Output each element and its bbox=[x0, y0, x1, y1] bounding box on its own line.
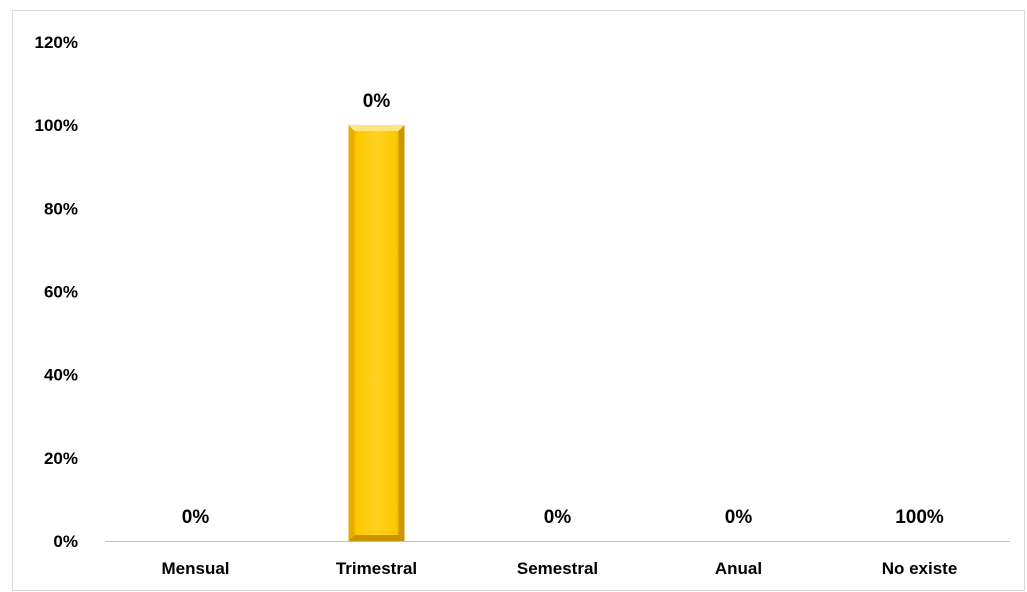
x-category-label: Trimestral bbox=[336, 559, 417, 578]
bars-group bbox=[348, 125, 405, 542]
y-tick-label: 20% bbox=[44, 449, 78, 468]
bar bbox=[348, 125, 405, 542]
data-label: 0% bbox=[544, 507, 572, 528]
y-tick-label: 60% bbox=[44, 283, 78, 302]
x-category-label: Anual bbox=[715, 559, 762, 578]
data-label: 0% bbox=[363, 91, 391, 112]
data-label: 0% bbox=[182, 507, 210, 528]
data-label: 100% bbox=[895, 507, 944, 528]
x-category-label: Semestral bbox=[517, 559, 598, 578]
x-category-label: Mensual bbox=[161, 559, 229, 578]
y-tick-label: 80% bbox=[44, 199, 78, 218]
y-tick-label: 100% bbox=[35, 116, 78, 135]
y-tick-label: 0% bbox=[53, 532, 78, 551]
chart-frame bbox=[12, 10, 1025, 591]
x-axis: Mensual Trimestral Semestral Anual No existe bbox=[161, 559, 957, 578]
x-category-label: No existe bbox=[882, 559, 958, 578]
y-tick-label: 120% bbox=[35, 33, 78, 52]
data-labels-group: 0% 0% 0% 0% 100% bbox=[182, 91, 944, 528]
data-label: 0% bbox=[725, 507, 753, 528]
y-tick-label: 40% bbox=[44, 366, 78, 385]
y-axis: 0% 20% 40% 60% 80% 100% 120% bbox=[35, 33, 78, 551]
